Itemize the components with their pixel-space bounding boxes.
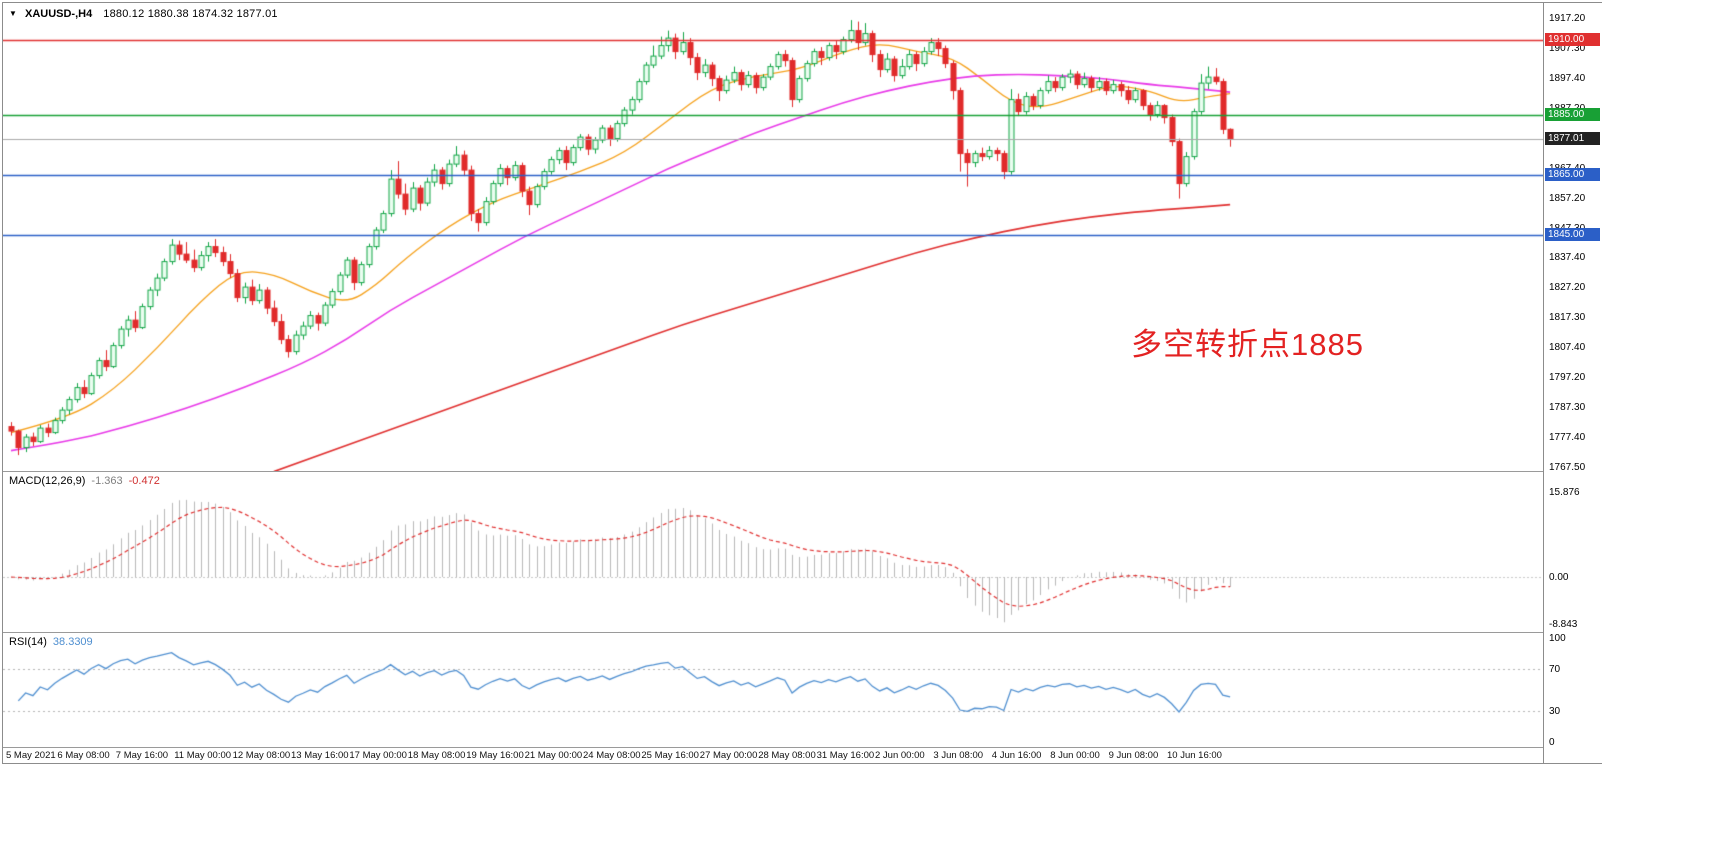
price-tick-label: 1837.40: [1549, 252, 1586, 264]
time-label: 10 Jun 16:00: [1167, 750, 1222, 761]
symbol-period-label: XAUUSD-,H4: [24, 8, 93, 20]
macd-canvas[interactable]: [3, 472, 1543, 632]
time-label: 4 Jun 16:00: [991, 750, 1042, 761]
macd-label: MACD(12,26,9) -1.363 -0.472: [9, 475, 160, 487]
time-label: 8 Jun 00:00: [1050, 750, 1100, 761]
chart-title: ▼ XAUUSD-,H4 1880.12 1880.38 1874.32 187…: [9, 8, 278, 20]
quote-ohlc-label: 1880.12 1880.38 1874.32 1877.01: [103, 8, 278, 20]
time-label: 18 May 08:00: [407, 750, 466, 761]
time-label: 6 May 08:00: [57, 750, 110, 761]
chart-dropdown-icon[interactable]: ▼: [9, 9, 17, 18]
price-tick-label: 1797.20: [1549, 372, 1586, 384]
time-label: 2 Jun 00:00: [875, 750, 925, 761]
price-tick-label: 1917.20: [1549, 13, 1586, 24]
time-label: 31 May 16:00: [816, 750, 875, 761]
price-tick-label: 1857.20: [1549, 192, 1586, 204]
rsi-scale-label: 70: [1549, 664, 1561, 676]
macd-scale-label: 15.876: [1549, 487, 1580, 498]
macd-pane: MACD(12,26,9) -1.363 -0.472: [3, 472, 1543, 632]
price-tick-label: 1767.50: [1549, 461, 1586, 473]
rsi-scale-label: 100: [1549, 633, 1566, 644]
price-tick-label: 1897.40: [1549, 72, 1586, 84]
price-tag: 1865.00: [1545, 168, 1600, 182]
time-label: 7 May 16:00: [115, 750, 169, 761]
time-label: 12 May 08:00: [232, 750, 291, 761]
price-tick-label: 1847.30: [1549, 223, 1585, 234]
price-tick-label: 1817.30: [1549, 312, 1586, 324]
time-label: 13 May 16:00: [291, 750, 349, 761]
time-axis[interactable]: 5 May 2021 6 May 08:00 7 May 16:00 11 May 0…: [3, 748, 1543, 763]
time-label: 19 May 16:00: [466, 750, 524, 761]
pane-separator[interactable]: [3, 632, 1601, 633]
main-chart-pane: ▼ XAUUSD-,H4 1880.12 1880.38 1874.32 187…: [3, 3, 1543, 471]
price-tick-label: 1907.30: [1549, 42, 1586, 54]
price-tick-label: 1777.40: [1549, 432, 1586, 444]
time-label: 24 May 08:00: [583, 750, 641, 761]
time-label: 21 May 00:00: [524, 750, 583, 761]
time-label: 25 May 16:00: [641, 750, 699, 761]
price-tag: 1877.01: [1545, 132, 1600, 146]
macd-main-value: -1.363: [91, 475, 123, 487]
rsi-pane: RSI(14) 38.3309: [3, 633, 1543, 747]
time-label: 3 Jun 08:00: [933, 750, 984, 761]
chart-window: ▼ XAUUSD-,H4 1880.12 1880.38 1874.32 187…: [2, 2, 1603, 764]
price-tick-label: 1807.40: [1549, 342, 1586, 354]
rsi-label: RSI(14) 38.3309: [9, 636, 93, 648]
price-tick-label: 1787.30: [1549, 402, 1586, 414]
chart-annotation-text: 多空转折点1885: [1131, 327, 1364, 362]
price-tick-label: 1827.20: [1549, 282, 1586, 294]
macd-signal-value: -0.472: [128, 475, 160, 487]
rsi-scale-label: 0: [1549, 737, 1555, 748]
pane-separator[interactable]: [3, 747, 1601, 748]
macd-scale-label: 0.00: [1549, 572, 1569, 583]
time-label: 5 May 2021: [6, 750, 56, 761]
time-label: 28 May 08:00: [758, 750, 816, 761]
time-label: 17 May 00:00: [349, 750, 407, 761]
time-label: 9 Jun 08:00: [1108, 750, 1159, 761]
rsi-scale-label: 30: [1549, 705, 1561, 717]
time-label: 27 May 00:00: [699, 750, 758, 761]
price-tag: 1885.00: [1545, 108, 1600, 122]
pane-separator[interactable]: [3, 471, 1601, 472]
price-chart-canvas[interactable]: [3, 3, 1543, 471]
rsi-value: 38.3309: [52, 636, 93, 648]
rsi-canvas[interactable]: [3, 633, 1543, 747]
price-tag: 1845.00: [1545, 228, 1600, 242]
macd-name: MACD(12,26,9): [9, 475, 86, 487]
price-tag: 1910.00: [1545, 33, 1600, 47]
time-label: 11 May 00:00: [174, 750, 232, 761]
rsi-name: RSI(14): [9, 636, 47, 648]
macd-scale-label: -8.843: [1549, 619, 1578, 631]
price-scale[interactable]: 1917.201907.301897.401887.201877.301867.…: [1543, 3, 1603, 763]
